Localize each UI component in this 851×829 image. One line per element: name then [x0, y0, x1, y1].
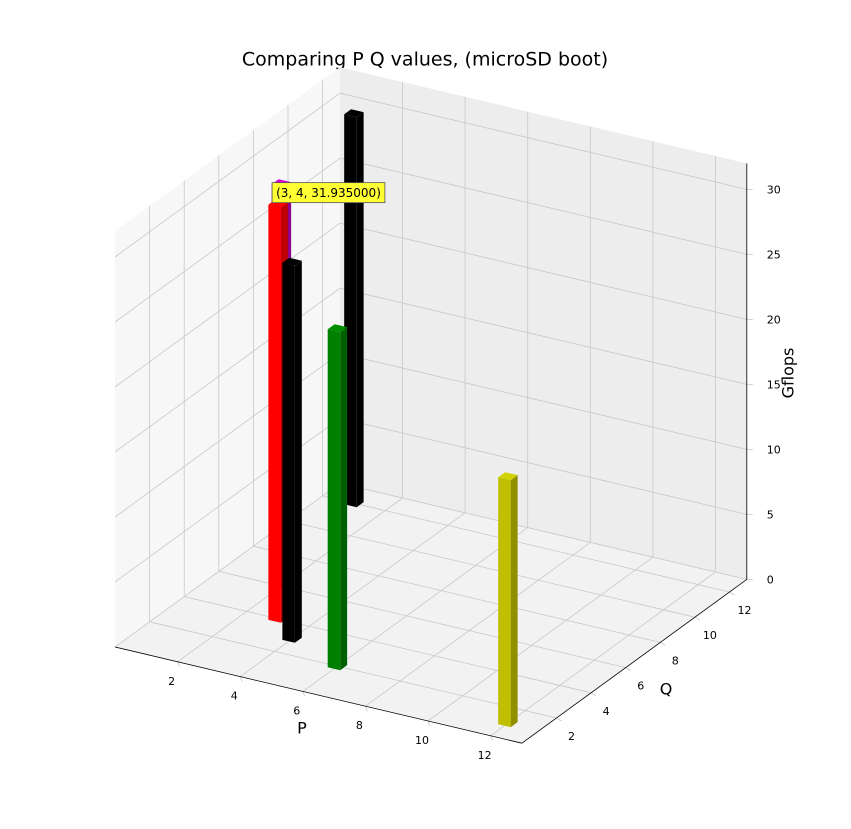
tick-mark	[660, 642, 666, 646]
bar-front	[498, 477, 511, 728]
grid-line	[253, 545, 661, 643]
tick-mark	[177, 661, 180, 667]
y-axis-line	[521, 579, 748, 744]
bar	[498, 472, 518, 728]
z-tick-label: 20	[767, 313, 781, 326]
tick-mark	[729, 591, 735, 596]
grid-line	[287, 520, 695, 618]
bar-side	[510, 475, 518, 728]
chart-title: Comparing P Q values, (microSD boot)	[242, 49, 608, 71]
tick-mark	[427, 720, 431, 727]
bar-top	[344, 109, 364, 118]
bar-side	[294, 260, 302, 643]
bar-front	[268, 204, 281, 623]
z-tick-label: 30	[767, 183, 781, 196]
grid-line	[114, 482, 341, 648]
x-tick-label: 8	[356, 719, 363, 732]
annotation-box	[271, 182, 386, 204]
tick-mark	[365, 706, 368, 712]
tick-mark	[239, 676, 243, 682]
grid-line	[114, 287, 341, 453]
x-axis-line	[114, 646, 522, 744]
z-tick-label: 10	[767, 443, 781, 456]
grid-line	[427, 556, 654, 722]
x-axis-label: P	[297, 719, 307, 738]
x-tick-label: 4	[231, 690, 238, 703]
tick-mark	[590, 692, 597, 697]
y-tick-label: 8	[672, 654, 679, 667]
z-tick-label: 15	[767, 378, 781, 391]
bar-side	[356, 112, 364, 508]
y-tick-label: 10	[703, 629, 717, 642]
grid-line	[184, 596, 592, 694]
back-pane	[339, 67, 747, 580]
grid-line	[149, 621, 557, 719]
bar-front	[344, 114, 357, 508]
tick-mark	[694, 616, 701, 621]
bar	[344, 109, 364, 508]
bar-top	[282, 257, 302, 266]
grid-line	[339, 417, 747, 515]
grid-line	[322, 495, 730, 593]
grid-line	[365, 542, 591, 707]
y-axis-label: Q	[660, 680, 673, 699]
grid-line	[114, 92, 341, 258]
bar	[282, 257, 302, 643]
x-tick-label: 12	[478, 749, 492, 762]
y-tick-label: 6	[637, 680, 644, 693]
bar-top	[327, 324, 348, 333]
grid-line	[239, 512, 466, 677]
y-tick-label: 4	[603, 705, 610, 718]
tick-mark	[302, 691, 306, 697]
bar-front	[282, 262, 295, 643]
bar-side	[340, 327, 348, 671]
grid-line	[114, 352, 341, 518]
y-tick-label: 12	[738, 604, 752, 617]
grid-line	[339, 482, 747, 580]
z-tick-label: 5	[767, 508, 774, 521]
z-tick-label: 0	[767, 573, 774, 586]
bar	[327, 324, 348, 671]
grid-line	[339, 157, 747, 255]
tick-mark	[556, 717, 562, 722]
tick-mark	[625, 667, 631, 671]
grid-line	[490, 571, 716, 737]
grid-line	[114, 417, 341, 583]
annotation: (3, 4, 31.935000)	[276, 186, 381, 200]
x-tick-label: 2	[168, 675, 175, 688]
z-axis-label: Gflops	[779, 348, 798, 399]
x-tick-label: 10	[415, 734, 429, 747]
x-tick-label: 6	[293, 704, 300, 717]
bar-top	[498, 472, 518, 481]
z-tick-label: 25	[767, 248, 781, 261]
grid-line	[339, 92, 747, 190]
bar-front	[327, 329, 341, 671]
grid-line	[339, 287, 747, 385]
grid-line	[339, 222, 747, 320]
y-tick-label: 2	[568, 730, 575, 743]
tick-mark	[490, 735, 493, 741]
grid-line	[114, 222, 341, 388]
grid-line	[339, 352, 747, 450]
